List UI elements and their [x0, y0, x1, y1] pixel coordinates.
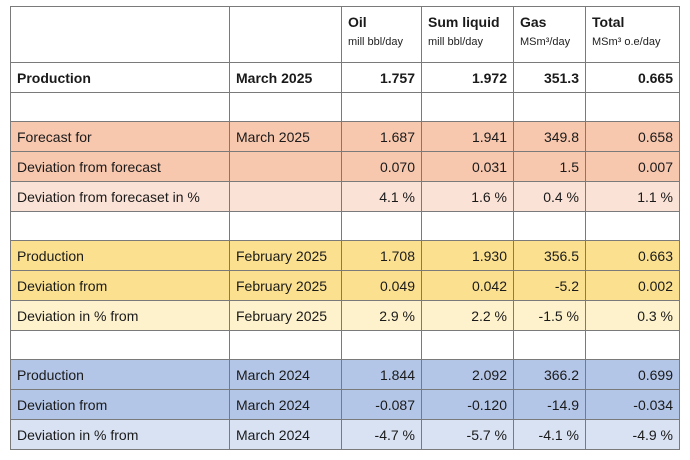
production-table: Oil mill bbl/day Sum liquid mill bbl/day G… — [10, 6, 680, 450]
value-sum-liquid: 1.972 — [421, 62, 514, 93]
value-total: -4.9 % — [585, 419, 680, 450]
row-label: Deviation from — [10, 270, 230, 301]
value-total: 0.007 — [585, 151, 680, 182]
table-row-production-current: Production March 2025 1.757 1.972 351.3 … — [10, 62, 680, 93]
value-oil: 1.757 — [341, 62, 422, 93]
value-total: 0.665 — [585, 62, 680, 93]
value-total: 0.663 — [585, 240, 680, 271]
value-oil: 2.9 % — [341, 300, 422, 331]
value-sum-liquid: 2.092 — [421, 359, 514, 390]
value-total: 1.1 % — [585, 181, 680, 212]
header-total: Total MSm³ o.e/day — [585, 6, 680, 63]
row-period — [229, 151, 342, 182]
value-sum-liquid: 0.031 — [421, 151, 514, 182]
spacer-row — [10, 330, 680, 360]
value-sum-liquid: -5.7 % — [421, 419, 514, 450]
value-total: 0.3 % — [585, 300, 680, 331]
value-sum-liquid: 1.930 — [421, 240, 514, 271]
row-period: February 2025 — [229, 240, 342, 271]
value-total: 0.002 — [585, 270, 680, 301]
row-period: March 2024 — [229, 389, 342, 420]
row-label: Production — [10, 62, 230, 93]
table-row-forecast: Forecast for March 2025 1.687 1.941 349.… — [10, 121, 680, 152]
table-row-deviation-prev-year: Deviation from March 2024 -0.087 -0.120 … — [10, 389, 680, 420]
row-label: Deviation from forecast — [10, 151, 230, 182]
row-period: February 2025 — [229, 270, 342, 301]
table-row-deviation-prev-year-pct: Deviation in % from March 2024 -4.7 % -5… — [10, 419, 680, 450]
value-oil: -4.7 % — [341, 419, 422, 450]
header-label-cell — [10, 6, 230, 63]
value-gas: 0.4 % — [513, 181, 586, 212]
value-oil: 0.049 — [341, 270, 422, 301]
value-oil: 0.070 — [341, 151, 422, 182]
value-sum-liquid: -0.120 — [421, 389, 514, 420]
value-total: -0.034 — [585, 389, 680, 420]
row-period: March 2024 — [229, 359, 342, 390]
value-sum-liquid: 2.2 % — [421, 300, 514, 331]
value-gas: -5.2 — [513, 270, 586, 301]
spacer-row — [10, 92, 680, 122]
value-total: 0.699 — [585, 359, 680, 390]
row-label: Production — [10, 240, 230, 271]
value-gas: 366.2 — [513, 359, 586, 390]
row-label: Deviation in % from — [10, 419, 230, 450]
value-oil: 1.687 — [341, 121, 422, 152]
table-row-production-prev-month: Production February 2025 1.708 1.930 356… — [10, 240, 680, 271]
row-label: Forecast for — [10, 121, 230, 152]
row-period: March 2025 — [229, 62, 342, 93]
value-gas: 351.3 — [513, 62, 586, 93]
table-row-deviation-prev-month: Deviation from February 2025 0.049 0.042… — [10, 270, 680, 301]
row-period: February 2025 — [229, 300, 342, 331]
row-label: Deviation from — [10, 389, 230, 420]
value-gas: -1.5 % — [513, 300, 586, 331]
value-oil: 4.1 % — [341, 181, 422, 212]
row-label: Deviation from forecaset in % — [10, 181, 230, 212]
header-period-cell — [229, 6, 342, 63]
row-period: March 2025 — [229, 121, 342, 152]
table-row-deviation-prev-month-pct: Deviation in % from February 2025 2.9 % … — [10, 300, 680, 331]
header-sum-liquid: Sum liquid mill bbl/day — [421, 6, 514, 63]
value-sum-liquid: 1.941 — [421, 121, 514, 152]
header-oil: Oil mill bbl/day — [341, 6, 422, 63]
value-gas: 356.5 — [513, 240, 586, 271]
table-row-deviation-forecast-pct: Deviation from forecaset in % 4.1 % 1.6 … — [10, 181, 680, 212]
value-oil: -0.087 — [341, 389, 422, 420]
row-period: March 2024 — [229, 419, 342, 450]
value-gas: 349.8 — [513, 121, 586, 152]
row-label: Production — [10, 359, 230, 390]
row-label: Deviation in % from — [10, 300, 230, 331]
value-oil: 1.708 — [341, 240, 422, 271]
value-gas: 1.5 — [513, 151, 586, 182]
value-gas: -14.9 — [513, 389, 586, 420]
value-sum-liquid: 0.042 — [421, 270, 514, 301]
header-gas: Gas MSm³/day — [513, 6, 586, 63]
value-gas: -4.1 % — [513, 419, 586, 450]
value-sum-liquid: 1.6 % — [421, 181, 514, 212]
header-row: Oil mill bbl/day Sum liquid mill bbl/day G… — [10, 6, 680, 63]
table-row-production-prev-year: Production March 2024 1.844 2.092 366.2 … — [10, 359, 680, 390]
table-row-deviation-forecast: Deviation from forecast 0.070 0.031 1.5 … — [10, 151, 680, 182]
value-total: 0.658 — [585, 121, 680, 152]
row-period — [229, 181, 342, 212]
value-oil: 1.844 — [341, 359, 422, 390]
spacer-row — [10, 211, 680, 241]
